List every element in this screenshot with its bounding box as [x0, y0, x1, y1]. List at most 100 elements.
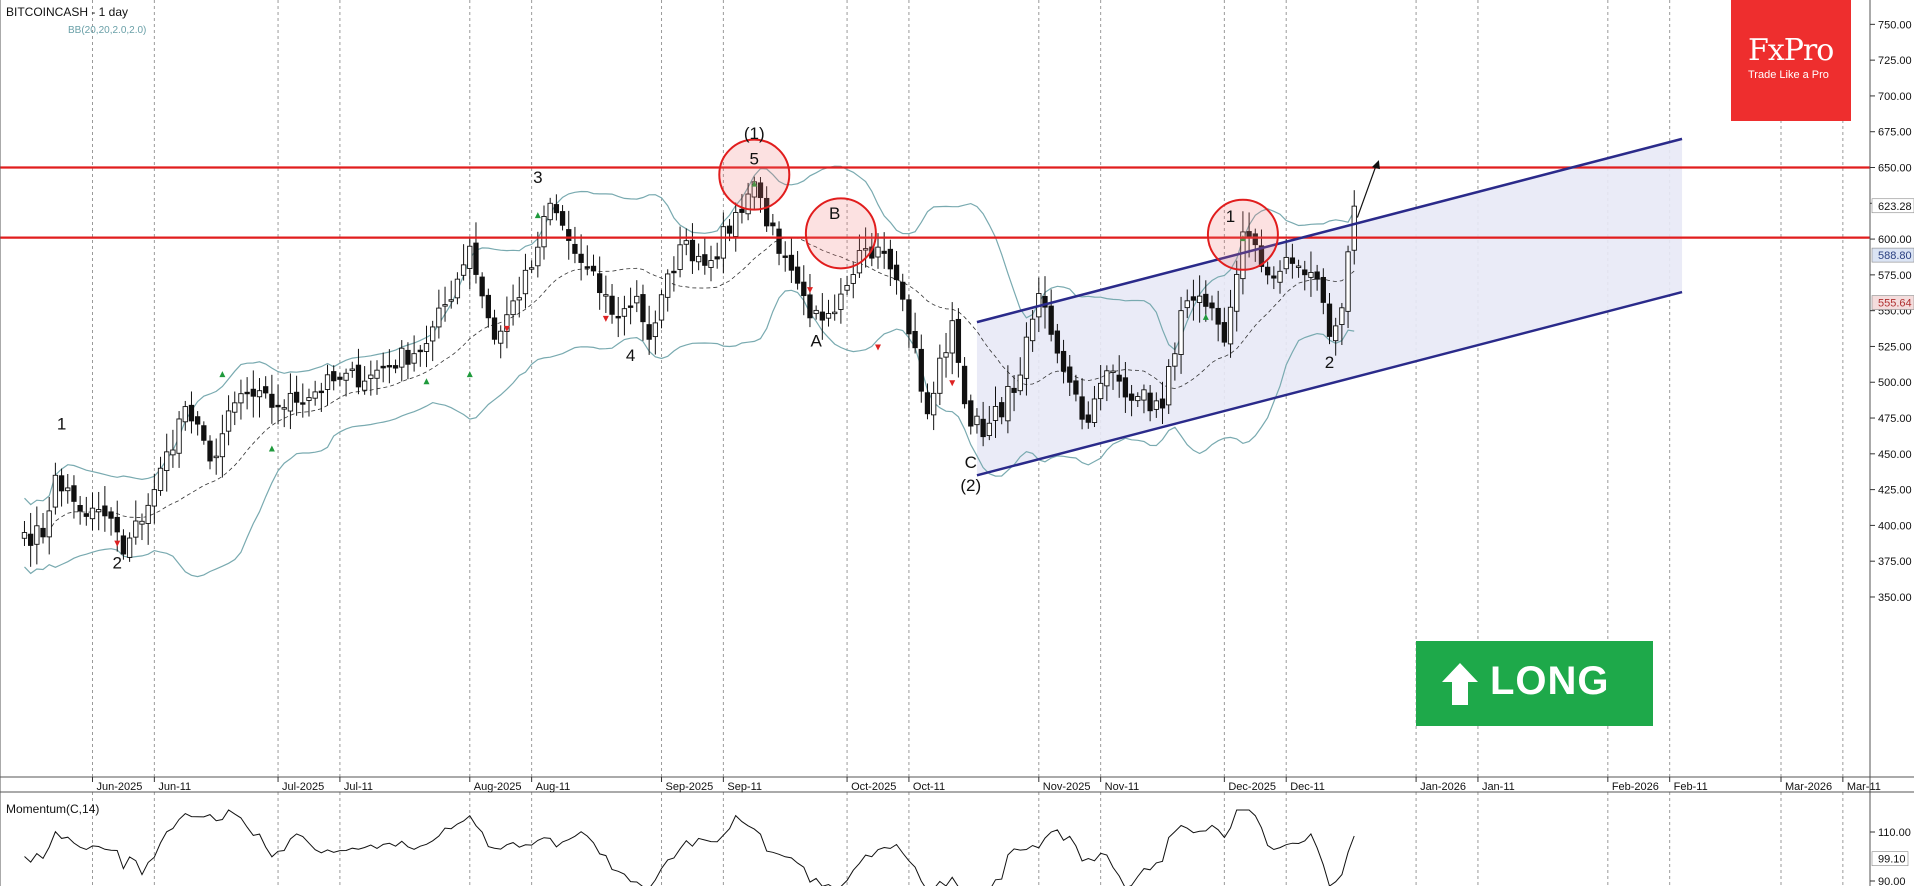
signal-arrow-9 [503, 325, 510, 332]
candle [1196, 275, 1203, 323]
time-tick-label-14: Jan-2026 [1420, 781, 1466, 793]
candle [182, 400, 188, 431]
candle [491, 309, 498, 345]
candle [485, 288, 491, 328]
signal-arrow-5 [751, 180, 758, 187]
candle [1308, 251, 1314, 297]
candle [207, 435, 213, 470]
candle [1141, 384, 1147, 414]
candle [28, 512, 34, 567]
candle [844, 275, 850, 296]
candle [516, 276, 522, 318]
candle [1271, 266, 1277, 290]
candle [1048, 289, 1054, 342]
candle [287, 373, 294, 430]
time-tick-label-18: Mar-2026 [1785, 781, 1832, 793]
candle [331, 365, 337, 391]
candle [1178, 296, 1184, 374]
candle [1283, 239, 1289, 274]
candle [733, 202, 739, 252]
candle [405, 342, 411, 380]
candle [1054, 323, 1061, 364]
candle [918, 334, 924, 403]
candle [337, 372, 343, 386]
candle [683, 228, 689, 256]
candle [813, 305, 819, 320]
signal-arrow-11 [806, 287, 813, 294]
candle [1159, 381, 1166, 424]
candle [702, 237, 708, 275]
candle [1295, 259, 1302, 278]
wave-label-7: A [810, 331, 822, 350]
candle [937, 344, 943, 406]
channel-upper-line [976, 137, 1683, 324]
price-tick-label-11: 475.00 [1878, 413, 1912, 425]
candle [238, 379, 244, 420]
wave-label-8: C [965, 453, 977, 472]
candle [627, 287, 634, 325]
candle [386, 349, 393, 384]
channel-lower-line [976, 290, 1683, 477]
candle [102, 486, 108, 532]
candle [1153, 392, 1159, 418]
candle [77, 496, 83, 525]
candle [1147, 384, 1153, 422]
candle [473, 222, 479, 284]
candle [1060, 339, 1067, 384]
candle [1122, 361, 1129, 413]
candle [1221, 307, 1228, 347]
candle [188, 391, 195, 434]
bollinger-upper-band [24, 165, 1355, 506]
candle [931, 381, 937, 431]
candle [825, 299, 832, 327]
candle [399, 340, 405, 382]
time-tick-label-1: Jun-11 [158, 781, 191, 793]
candle [1227, 289, 1234, 358]
candle [139, 513, 145, 541]
candle [52, 462, 59, 515]
candle [1172, 342, 1178, 381]
candle [943, 332, 949, 378]
time-tick-label-6: Sep-2025 [666, 781, 714, 793]
candle [368, 360, 374, 396]
candle [832, 294, 838, 321]
candle [1302, 260, 1308, 291]
candle [201, 421, 207, 445]
time-tick-label-12: Dec-2025 [1228, 781, 1276, 793]
candle [40, 512, 46, 544]
time-tick-label-2: Jul-2025 [282, 781, 324, 793]
signal-arrow-1 [268, 445, 275, 452]
candle [269, 374, 275, 424]
candle [133, 500, 139, 545]
candle [361, 366, 368, 395]
wave-label-9: (2) [960, 476, 981, 495]
candle [263, 376, 269, 399]
candle [553, 194, 560, 221]
projection-arrow [1356, 160, 1380, 218]
candle [634, 280, 640, 313]
candle [479, 272, 485, 309]
candle [1252, 228, 1258, 262]
candle [250, 370, 256, 418]
candle [510, 284, 516, 326]
candle [640, 284, 646, 341]
candle [1184, 289, 1190, 319]
candle [312, 380, 318, 406]
candle [1085, 401, 1091, 429]
candle [1110, 364, 1116, 390]
candle [83, 496, 89, 526]
candle [708, 245, 714, 282]
candle [392, 359, 399, 374]
candle [275, 384, 281, 425]
candle [1351, 190, 1357, 265]
time-tick-label-5: Aug-11 [536, 781, 571, 793]
candle [293, 375, 300, 416]
candle [621, 295, 628, 336]
candle [714, 242, 720, 269]
candle [120, 529, 127, 560]
price-tick-label-1: 725.00 [1878, 55, 1912, 67]
candle [807, 273, 813, 328]
price-marker-label-0: 623.28 [1878, 201, 1912, 213]
